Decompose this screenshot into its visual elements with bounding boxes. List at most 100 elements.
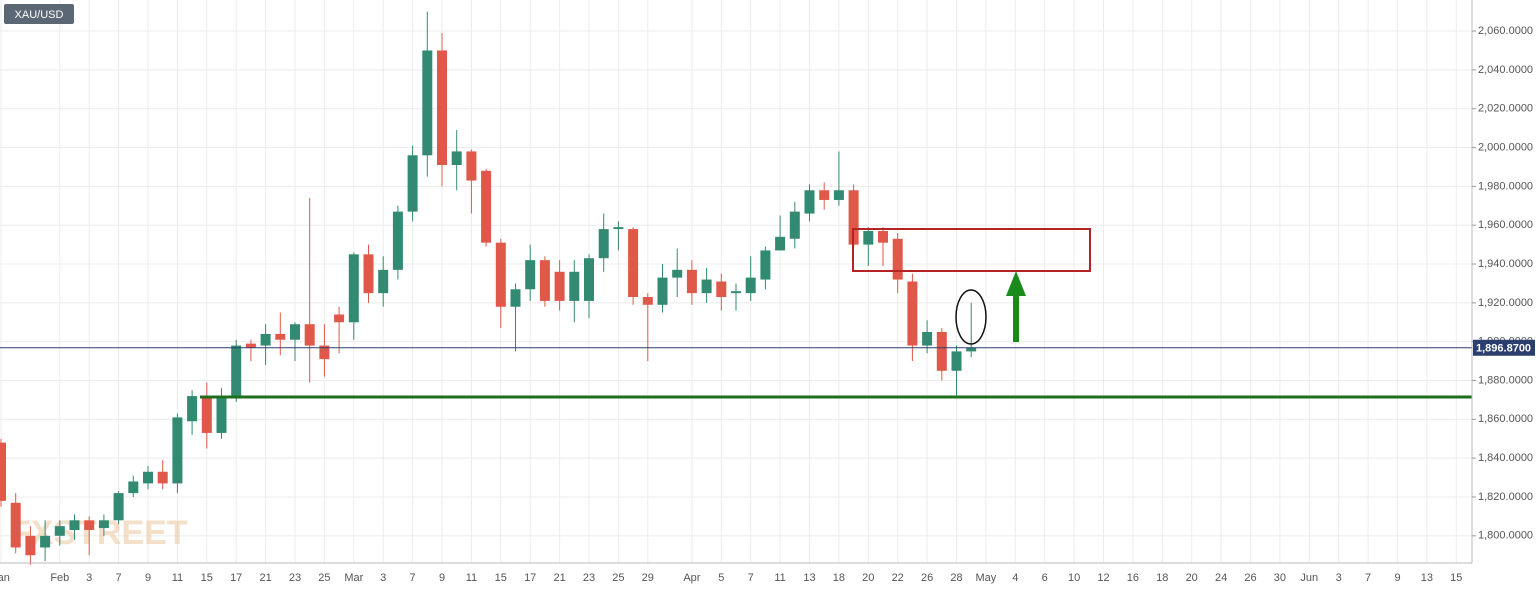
candle-body xyxy=(686,269,697,294)
candle-body xyxy=(628,229,639,298)
candle-body xyxy=(554,271,565,301)
candle-body xyxy=(25,535,36,556)
candle-body xyxy=(0,442,6,501)
x-tick-label: 9 xyxy=(145,572,151,584)
candle-body xyxy=(437,50,447,166)
candle-body xyxy=(260,333,271,346)
candle-body xyxy=(789,211,800,239)
x-tick-label: 3 xyxy=(86,572,92,584)
candle-body xyxy=(378,269,389,294)
candle-body xyxy=(701,279,712,294)
candle-body xyxy=(863,231,874,245)
y-tick-label: 1,940.0000 xyxy=(1478,258,1533,270)
candle-body xyxy=(848,190,859,245)
x-tick-label: 26 xyxy=(921,572,933,584)
x-tick-label: 21 xyxy=(259,572,271,584)
candle-body xyxy=(392,211,403,270)
x-tick-label: 20 xyxy=(862,572,874,584)
candle-body xyxy=(407,155,418,212)
candle-body xyxy=(525,260,536,290)
candle-body xyxy=(745,277,756,294)
candle-body xyxy=(760,250,771,280)
candle-body xyxy=(922,331,933,346)
candle-body xyxy=(481,170,492,243)
x-tick-label: 10 xyxy=(1068,572,1080,584)
candle-body xyxy=(157,471,168,484)
candle-body xyxy=(510,289,521,307)
x-tick-label: 4 xyxy=(1012,572,1018,584)
candle-body xyxy=(54,526,65,536)
candle-body xyxy=(951,351,962,371)
axes: 1,800.0000 1,820.0000 1,840.0000 1,860.0000… xyxy=(0,25,1535,584)
x-tick-label: 17 xyxy=(230,572,242,584)
candle-body xyxy=(69,520,80,530)
x-tick-label: Mar xyxy=(344,572,363,584)
candle-body xyxy=(584,258,594,301)
x-tick-label: 11 xyxy=(172,572,183,584)
y-tick-label: 1,840.0000 xyxy=(1478,452,1533,464)
x-tick-label: 15 xyxy=(495,572,507,584)
y-tick-label: 1,800.0000 xyxy=(1478,530,1533,542)
last-price-label: 1,896.8700 xyxy=(1476,343,1531,355)
candle-body xyxy=(642,297,653,305)
x-tick-label: 3 xyxy=(1336,572,1342,584)
y-tick-label: 1,860.0000 xyxy=(1478,413,1533,425)
candle-body xyxy=(936,331,947,371)
symbol-badge xyxy=(4,4,74,24)
x-tick-label: 21 xyxy=(553,572,565,584)
x-tick-label: 23 xyxy=(583,572,595,584)
symbol-label: XAU/USD xyxy=(15,9,64,21)
grid xyxy=(0,0,1472,563)
candle-body xyxy=(804,190,815,214)
x-tick-label: 5 xyxy=(718,572,724,584)
x-tick-label: Jan xyxy=(0,572,10,584)
x-tick-label: 24 xyxy=(1215,572,1227,584)
y-tick-label: 2,020.0000 xyxy=(1478,103,1533,115)
arrow-head xyxy=(1006,271,1026,296)
candle-body xyxy=(187,396,198,422)
x-tick-label: 11 xyxy=(774,572,785,584)
last-price-badge xyxy=(1473,339,1535,356)
candle-body xyxy=(275,333,286,340)
x-tick-label: 3 xyxy=(380,572,386,584)
x-tick-label: 15 xyxy=(201,572,213,584)
highlight-ellipse xyxy=(955,289,987,345)
x-tick-label: 30 xyxy=(1274,572,1286,584)
x-tick-label: 18 xyxy=(1156,572,1168,584)
resistance-zone xyxy=(852,228,1091,272)
x-tick-label: 28 xyxy=(950,572,962,584)
candle-body xyxy=(128,481,139,494)
x-tick-label: 6 xyxy=(1042,572,1048,584)
x-tick-label: 7 xyxy=(1365,572,1371,584)
x-tick-label: 11 xyxy=(466,572,477,584)
y-tick-label: 1,980.0000 xyxy=(1478,180,1533,192)
candle-body xyxy=(172,417,183,484)
candle-body xyxy=(819,190,830,200)
candle-body xyxy=(290,324,300,340)
watermark: FXSTREET xyxy=(10,514,188,552)
x-tick-label: 20 xyxy=(1186,572,1198,584)
y-tick-label: 1,960.0000 xyxy=(1478,219,1533,231)
candle-body xyxy=(363,254,374,294)
candle-body xyxy=(878,231,888,243)
y-tick-label: 1,820.0000 xyxy=(1478,491,1533,503)
candle-body xyxy=(833,190,844,200)
candle-body xyxy=(451,151,462,166)
x-tick-label: 29 xyxy=(642,572,654,584)
x-tick-label: 13 xyxy=(803,572,815,584)
candle-body xyxy=(98,520,109,529)
candle-body xyxy=(672,269,683,278)
candle-body xyxy=(539,260,550,301)
x-tick-label: 16 xyxy=(1127,572,1139,584)
x-tick-label: 13 xyxy=(1421,572,1433,584)
x-tick-label: 17 xyxy=(524,572,536,584)
y-tick-label: 1,920.0000 xyxy=(1478,297,1533,309)
candle-body xyxy=(319,345,330,360)
candle-body xyxy=(775,236,786,251)
candle-body xyxy=(40,535,51,548)
x-tick-label: 7 xyxy=(116,572,122,584)
x-tick-label: 15 xyxy=(1450,572,1462,584)
candle-body xyxy=(143,471,153,484)
candle-body xyxy=(657,277,668,305)
